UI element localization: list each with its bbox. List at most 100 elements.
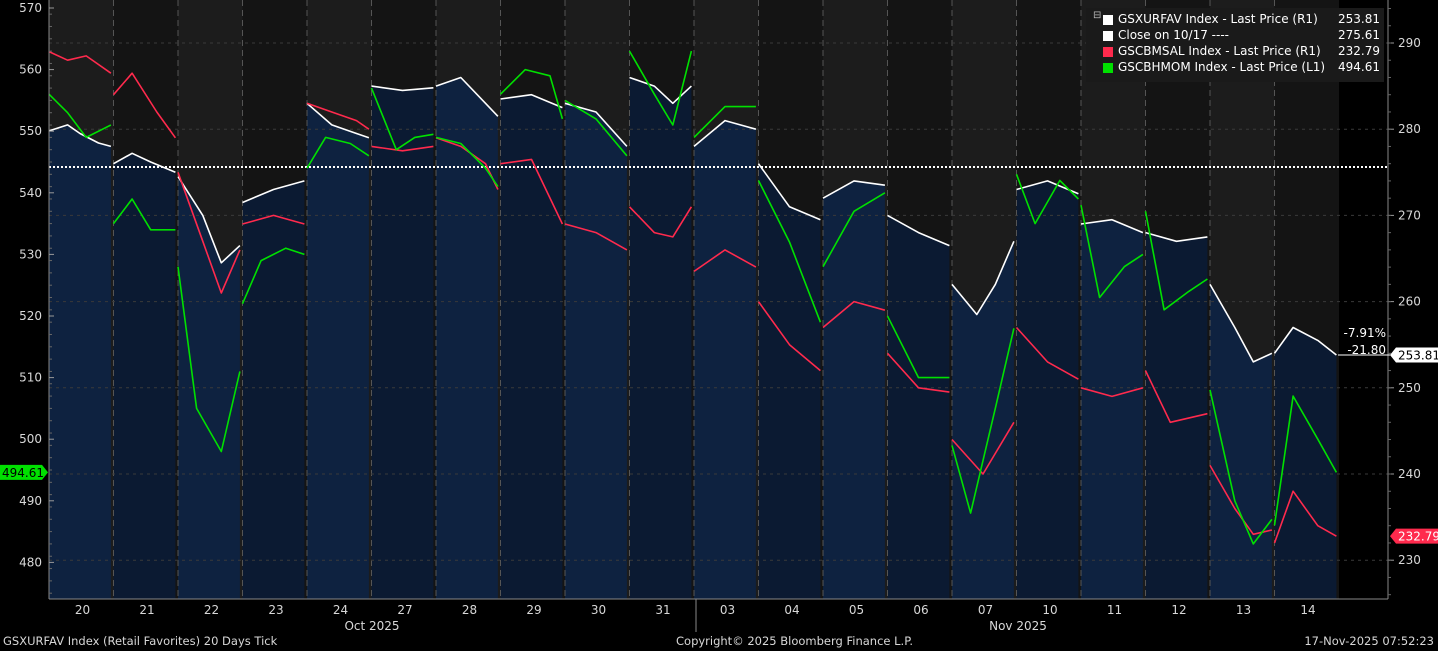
last-value-green-bg [0, 464, 48, 480]
right-tick-label: 280 [1398, 122, 1421, 136]
legend-swatch [1103, 47, 1113, 57]
area-day-07 [952, 241, 1014, 600]
x-tick-label: 11 [1107, 603, 1122, 617]
series-1-day-22 [177, 172, 241, 294]
area-day-28 [436, 77, 498, 599]
x-tick-label: 07 [978, 603, 993, 617]
series-1-day-14 [1273, 490, 1337, 544]
area-day-11 [1081, 219, 1143, 599]
series-0-day-13 [1209, 284, 1273, 363]
area-day-23 [242, 180, 305, 599]
series-0-day-11 [1080, 218, 1144, 234]
series-1-day-06 [886, 352, 950, 393]
series-2-day-30 [564, 99, 628, 157]
left-tick-label: 530 [19, 247, 42, 261]
series-2-day-03 [693, 105, 756, 138]
right-tick-label: 270 [1398, 208, 1421, 222]
x-tick-label: 20 [75, 603, 90, 617]
right-tick-label: 260 [1398, 295, 1421, 309]
left-tick-label: 520 [19, 309, 42, 323]
series-1-day-10 [1015, 326, 1079, 380]
area-day-03 [694, 120, 756, 599]
series-1-day-23 [242, 214, 305, 225]
x-tick-label: 31 [655, 603, 670, 617]
right-tick-label: 290 [1398, 36, 1421, 50]
legend-item[interactable]: Close on 10/17 ---- 275.61 [1086, 28, 1384, 44]
legend-label: GSCBHMOM Index - Last Price (L1) [1118, 60, 1326, 74]
change-pct-label: -7.91% [1344, 326, 1386, 340]
series-2-day-13 [1209, 389, 1273, 545]
area-day-14 [1274, 327, 1337, 599]
series-2-day-23 [241, 247, 305, 305]
legend-value: 232.79 [1338, 44, 1380, 58]
legend-item[interactable]: GSCBMSAL Index - Last Price (R1) 232.79 [1086, 44, 1384, 60]
series-0-day-03 [693, 119, 757, 148]
x-tick-label: 06 [913, 603, 928, 617]
area-day-21 [113, 153, 176, 600]
series-2-day-31 [628, 50, 693, 126]
series-2-day-04 [757, 180, 822, 323]
month-label: Nov 2025 [989, 619, 1047, 633]
left-tick-label: 560 [19, 63, 42, 77]
series-1-day-30 [564, 223, 628, 251]
area-day-04 [758, 163, 821, 599]
series-2-day-10 [1015, 174, 1079, 225]
x-tick-label: 30 [591, 603, 606, 617]
series-1-day-04 [757, 301, 821, 372]
legend-swatch [1103, 31, 1113, 41]
area-day-12 [1145, 232, 1208, 599]
footer-timestamp: 17-Nov-2025 07:52:23 [1304, 634, 1434, 648]
series-2-day-28 [435, 136, 499, 188]
series-1-day-29 [500, 158, 564, 225]
x-tick-label: 12 [1171, 603, 1186, 617]
area-day-22 [178, 176, 240, 599]
month-label: Oct 2025 [344, 619, 399, 633]
legend-item[interactable]: GSXURFAV Index - Last Price (R1) 253.81 [1086, 12, 1384, 28]
series-0-day-27 [371, 85, 434, 92]
last-value-red-bg [1390, 528, 1438, 544]
series-0-day-28 [435, 76, 499, 117]
x-tick-label: 13 [1236, 603, 1251, 617]
legend-value: 275.61 [1338, 28, 1380, 42]
series-0-day-31 [629, 76, 692, 105]
series-1-day-24 [306, 102, 370, 130]
series-2-day-20 [48, 93, 112, 139]
series-1-day-20 [48, 50, 112, 74]
last-value-white: 253.81 [1398, 348, 1438, 362]
series-1-day-12 [1144, 370, 1208, 424]
area-day-31 [629, 77, 692, 599]
series-2-day-12 [1144, 211, 1208, 311]
x-tick-label: 28 [462, 603, 477, 617]
axis-labels: 570 560 550 540 530 520 510 500 490 480 290 280 270 2… [0, 1, 1438, 633]
area-day-24 [307, 103, 369, 600]
series-1-day-07 [951, 421, 1015, 475]
legend-label: Close on 10/17 ---- [1118, 28, 1229, 42]
legend-label: GSCBMSAL Index - Last Price (R1) [1118, 44, 1321, 58]
footer-copyright: Copyright© 2025 Bloomberg Finance L.P. [676, 634, 913, 648]
series-2-day-27 [370, 87, 434, 151]
legend-item[interactable]: GSCBHMOM Index - Last Price (L1) 494.61 [1086, 60, 1384, 76]
area-day-20 [49, 124, 111, 600]
series-1-day-11 [1080, 387, 1144, 398]
series-0-day-20 [48, 124, 112, 148]
x-tick-label: 03 [720, 603, 735, 617]
right-tick-label: 230 [1398, 553, 1421, 567]
change-abs-label: -21.80 [1347, 343, 1386, 357]
area-day-29 [500, 94, 563, 599]
last-value-red: 232.79 [1398, 530, 1438, 544]
footer-chart-description: GSXURFAV Index (Retail Favorites) 20 Day… [3, 634, 278, 648]
series-0-day-04 [757, 163, 821, 221]
series-1-day-21 [112, 72, 177, 139]
series-1-day-31 [628, 206, 693, 238]
area-fill [49, 77, 1337, 600]
area-day-05 [823, 180, 885, 599]
right-tick-label: 240 [1398, 467, 1421, 481]
series-2-day-07 [951, 328, 1015, 514]
legend-label: GSXURFAV Index - Last Price (R1) [1118, 12, 1318, 26]
area-day-27 [371, 86, 434, 600]
x-tick-label: 04 [784, 603, 799, 617]
last-value-green: 494.61 [2, 466, 44, 480]
legend-value: 494.61 [1338, 60, 1380, 74]
area-day-13 [1210, 284, 1272, 599]
axes [48, 0, 1394, 632]
